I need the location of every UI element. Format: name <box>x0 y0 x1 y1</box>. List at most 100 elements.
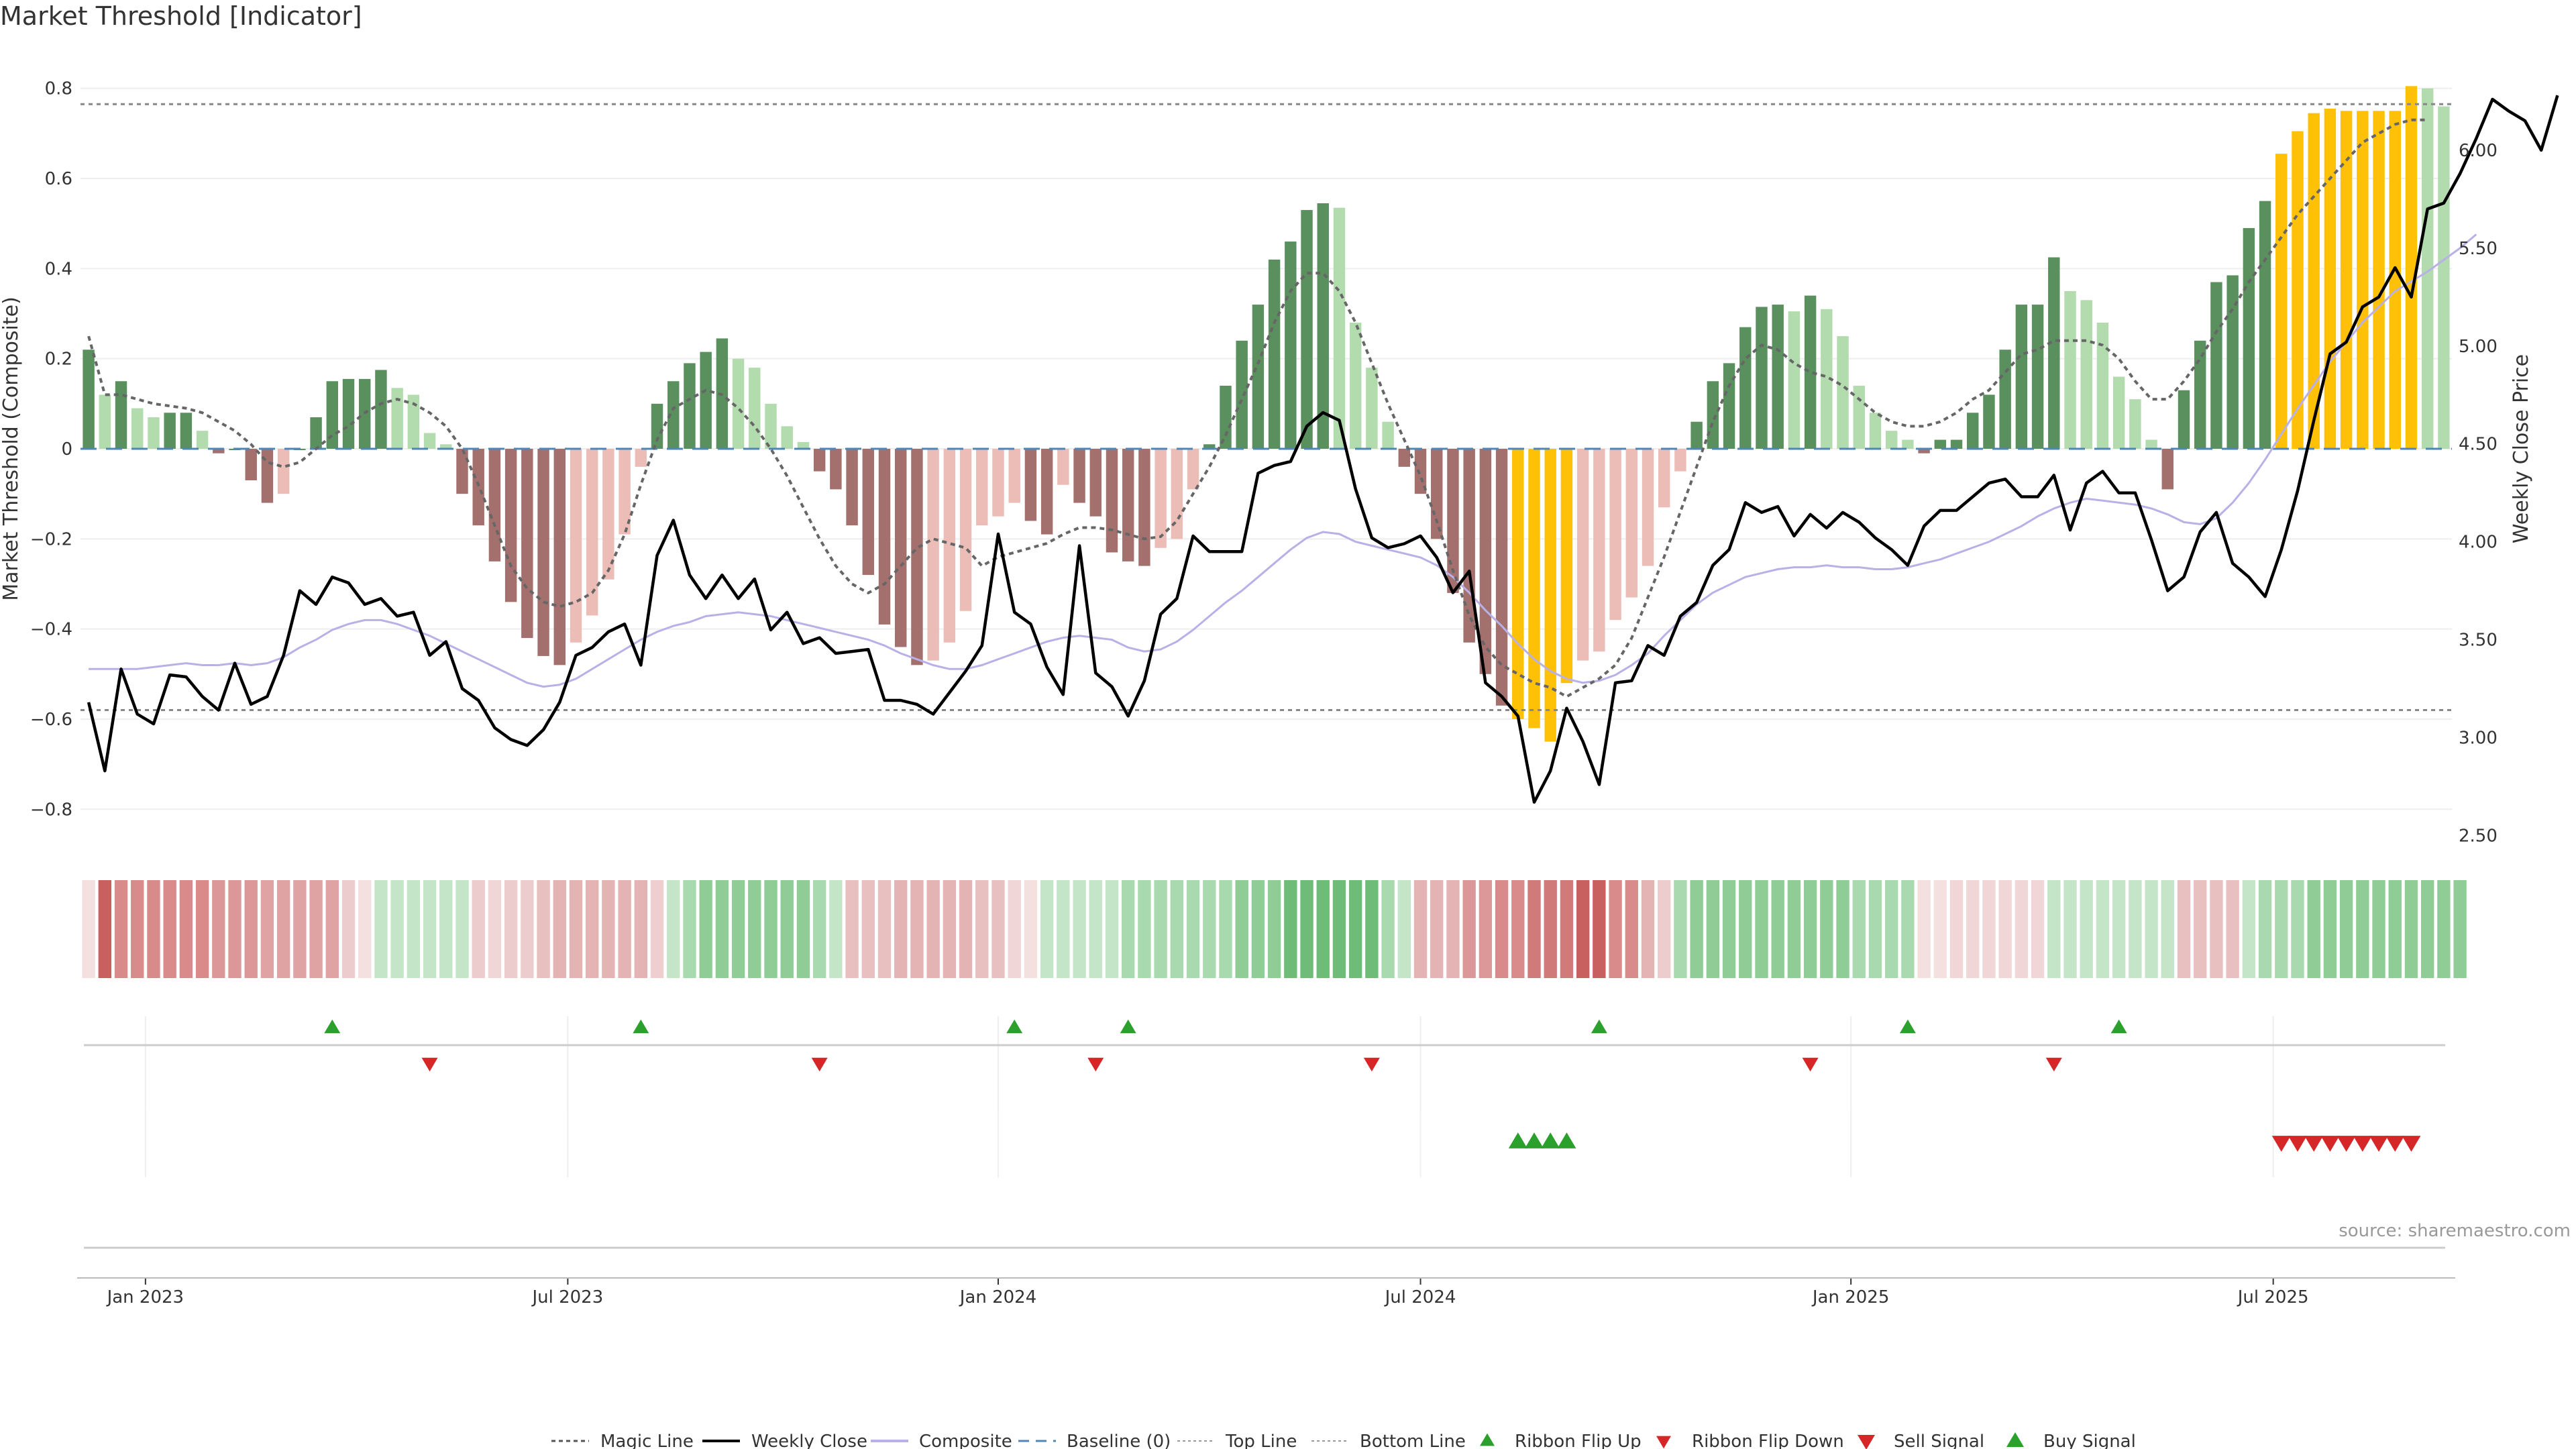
composite-bar <box>1560 449 1573 684</box>
ribbon-cell <box>812 880 826 978</box>
chart-title: Market Threshold [Indicator] <box>0 1 362 31</box>
buy-signal-marker <box>1525 1132 1544 1148</box>
legend-label: Baseline (0) <box>1067 1432 1171 1449</box>
composite-bar <box>1138 449 1150 566</box>
ribbon-cell <box>1544 880 1557 978</box>
ribbon-cell <box>1820 880 1833 978</box>
ribbon-cell <box>2339 880 2353 978</box>
ribbon-cell <box>423 880 437 978</box>
ribbon-flip-up-marker <box>324 1019 341 1034</box>
ribbon-cell <box>1771 880 1784 978</box>
composite-bar <box>1008 449 1020 503</box>
composite-bar <box>1431 449 1443 539</box>
composite-bar <box>1349 322 1362 449</box>
ribbon-cell <box>1706 880 1720 978</box>
ribbon-cell <box>1040 880 1054 978</box>
composite-bar <box>2340 111 2353 449</box>
composite-bar <box>1057 449 1069 485</box>
y-tick-label: −0.6 <box>30 710 72 730</box>
ribbon-cell <box>147 880 160 978</box>
composite-bar <box>131 408 144 449</box>
y-tick-label: −0.4 <box>30 620 72 640</box>
composite-bar <box>1967 413 1979 449</box>
x-tick-label: Jan 2023 <box>106 1287 184 1307</box>
ribbon-cell <box>1381 880 1395 978</box>
y2-tick-label: 3.50 <box>2459 631 2498 651</box>
ribbon-cell <box>1690 880 1703 978</box>
composite-bar <box>2259 201 2271 449</box>
sell-signal-marker <box>2337 1136 2356 1152</box>
ribbon-cell <box>1933 880 1947 978</box>
ribbon-cell <box>845 880 859 978</box>
composite-bar <box>732 358 745 449</box>
composite-bar <box>976 449 988 526</box>
ribbon-flip-down-marker <box>1802 1057 1819 1072</box>
legend-swatch <box>1656 1436 1671 1449</box>
composite-bar <box>504 449 517 602</box>
ribbon-cell <box>2194 880 2207 978</box>
composite-bar <box>537 449 549 656</box>
ribbon-cell <box>309 880 323 978</box>
composite-bar <box>765 403 777 449</box>
ribbon-cell <box>2096 880 2110 978</box>
ribbon-cell <box>634 880 648 978</box>
composite-bar <box>1333 207 1346 449</box>
ribbon-cell <box>1462 880 1476 978</box>
composite-bar <box>943 449 956 643</box>
ribbon-cell <box>325 880 339 978</box>
ribbon-cell <box>1803 880 1817 978</box>
ribbon-cell <box>2226 880 2239 978</box>
ribbon-cell <box>1057 880 1070 978</box>
x-tick-label: Jan 2024 <box>959 1287 1037 1307</box>
composite-bar <box>2405 86 2418 449</box>
ribbon-cell <box>1154 880 1167 978</box>
composite-bar <box>1073 449 1085 503</box>
ribbon-cell <box>358 880 372 978</box>
ribbon-cell <box>439 880 453 978</box>
ribbon-cell <box>2161 880 2174 978</box>
ribbon-cell <box>1836 880 1849 978</box>
ribbon-cell <box>374 880 388 978</box>
composite-bar <box>1479 449 1492 674</box>
ribbon-cell <box>2177 880 2191 978</box>
ribbon-cell <box>894 880 908 978</box>
ribbon-cell <box>1982 880 1996 978</box>
composite-bar <box>1089 449 1102 517</box>
ribbon-cell <box>1430 880 1444 978</box>
ribbon-cell <box>1446 880 1460 978</box>
composite-bar <box>99 394 111 449</box>
ribbon-flip-up-marker <box>1899 1019 1916 1034</box>
ribbon-cell <box>163 880 176 978</box>
composite-bar <box>635 449 647 467</box>
composite-bar <box>196 431 209 449</box>
composite-bar <box>342 378 355 449</box>
ribbon-cell <box>926 880 940 978</box>
y2-tick-label: 5.50 <box>2459 239 2498 259</box>
composite-bar <box>1544 449 1556 742</box>
composite-bar <box>2324 108 2337 449</box>
signal-markers <box>324 1019 2421 1449</box>
y-tick-label: 0.2 <box>45 350 72 370</box>
ribbon-cell <box>1739 880 1752 978</box>
y-tick-label: 0.6 <box>45 169 72 189</box>
composite-bar <box>2080 300 2092 449</box>
ribbon-cell <box>1122 880 1135 978</box>
axes: −0.8 −0.6 −0.4 −0.2 0 0.2 0.4 0.6 0.8 2.50 3.00 3.5… <box>0 79 2533 1307</box>
ribbon-cell <box>650 880 664 978</box>
ribbon-cell <box>2242 880 2256 978</box>
ribbon-cell <box>1089 880 1102 978</box>
ribbon-cell <box>2307 880 2320 978</box>
composite-bar <box>1301 210 1313 449</box>
composite-bar <box>1285 241 1297 449</box>
ribbon-cell <box>2129 880 2142 978</box>
ribbon-cell <box>2404 880 2418 978</box>
legend-label: Ribbon Flip Up <box>1515 1432 1642 1449</box>
composite-bar <box>2194 340 2206 449</box>
ribbon-flip-up-marker <box>1120 1019 1136 1034</box>
y2-tick-label: 3.00 <box>2459 728 2498 748</box>
ribbon-cell <box>276 880 290 978</box>
ribbon-cell <box>1593 880 1606 978</box>
ribbon-cell <box>1511 880 1525 978</box>
ribbon-cell <box>1251 880 1265 978</box>
ribbon-cell <box>553 880 566 978</box>
